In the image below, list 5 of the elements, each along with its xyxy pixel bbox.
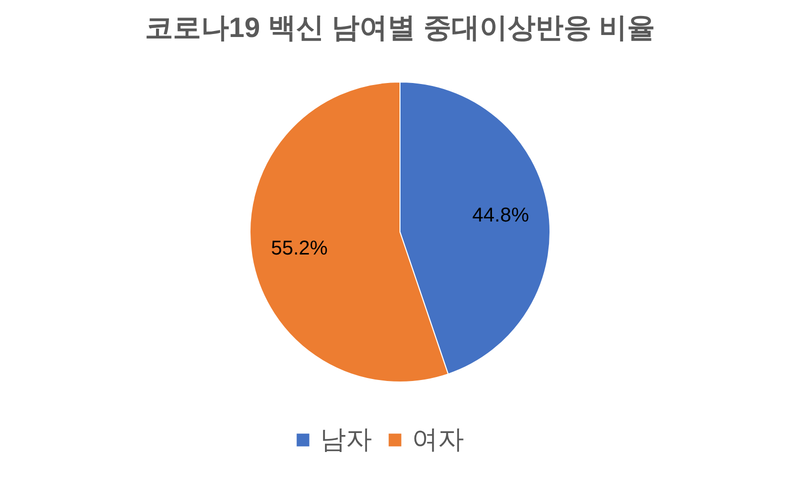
- legend-label: 남자: [320, 424, 372, 454]
- legend-label: 여자: [412, 424, 464, 454]
- chart-title: 코로나19 백신 남여별 중대이상반응 비율: [144, 12, 656, 43]
- data-label: 44.8%: [472, 204, 530, 226]
- data-label: 55.2%: [271, 238, 328, 260]
